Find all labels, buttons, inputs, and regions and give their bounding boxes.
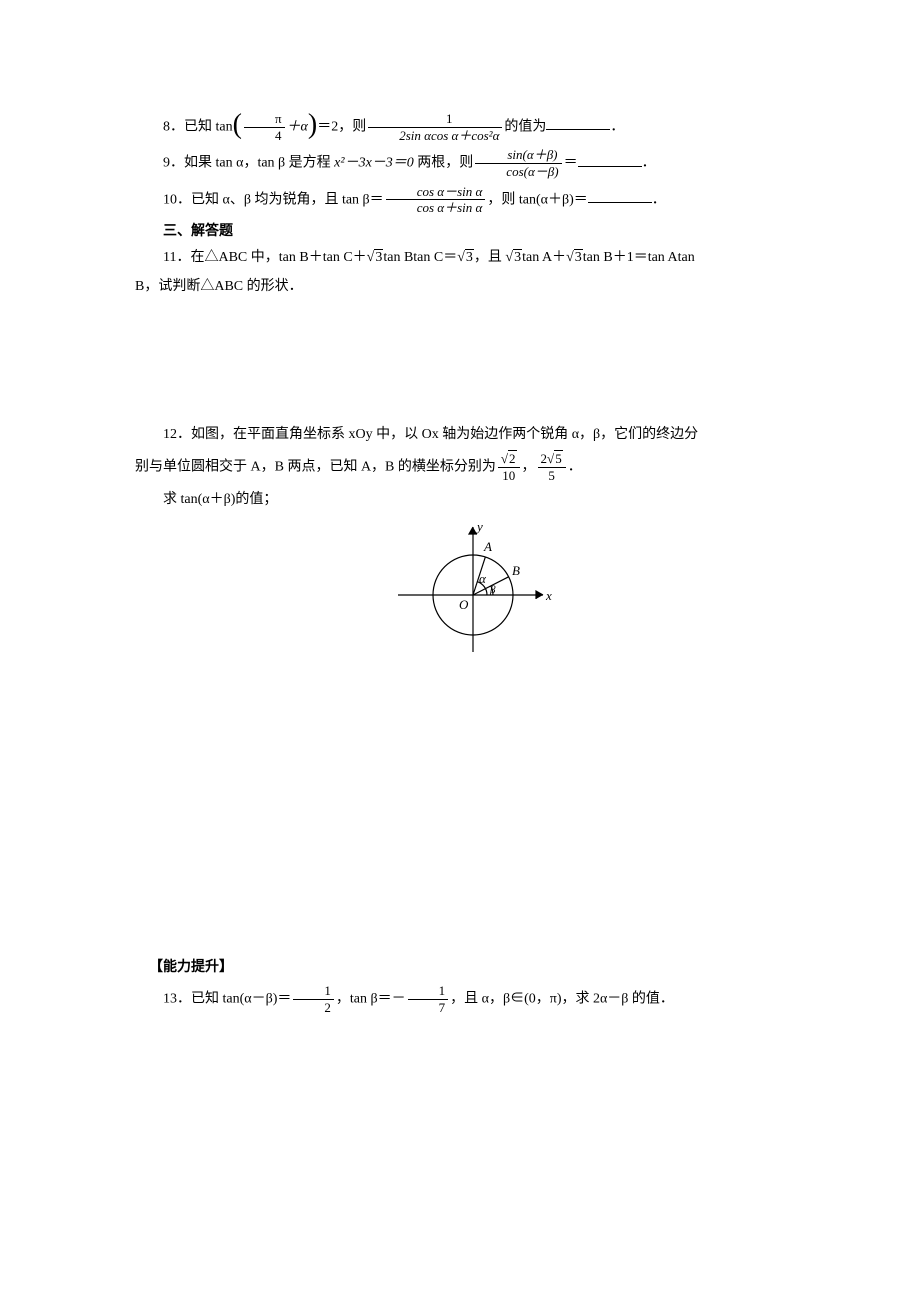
section-3-heading: 三、解答题 <box>135 221 810 243</box>
text: ，则 tan(α＋β)＝ <box>487 192 587 207</box>
text: ． <box>568 460 582 475</box>
text: ．如果 tan α，tan β 是方程 <box>170 156 334 171</box>
frac2: 255 <box>538 452 566 482</box>
den: 7 <box>408 999 449 1015</box>
sqrt5: 5 <box>547 450 563 466</box>
rad: 3 <box>374 249 383 265</box>
suffix: 的值为 <box>504 119 546 134</box>
label-A: A <box>483 539 492 554</box>
rad: 5 <box>554 450 563 466</box>
sqrt3: 3 <box>566 249 583 265</box>
pi-over-4: π4 <box>244 112 285 142</box>
qnum: 13 <box>163 991 177 1006</box>
rad: 3 <box>574 249 583 265</box>
answer-blank[interactable] <box>578 152 642 167</box>
question-11-line2: B，试判断△ABC 的形状． <box>135 276 810 298</box>
answer-blank[interactable] <box>588 188 652 203</box>
period: ． <box>642 156 656 171</box>
rparen-icon: ) <box>308 109 317 140</box>
text: ．如图，在平面直角坐标系 xOy 中，以 Ox 轴为始边作两个锐角 α，β，它们… <box>177 427 698 442</box>
qnum: 10 <box>163 192 177 207</box>
den: 2sin αcos α＋cos²α <box>368 127 502 143</box>
num: 2 <box>498 452 520 467</box>
question-12-line3: 求 tan(α＋β)的值； <box>135 489 810 511</box>
question-12-line2: 别与单位圆相交于 A，B 两点，已知 A，B 的横坐标分别为210，255． <box>135 452 810 482</box>
tan: tan <box>216 119 233 134</box>
label-beta: β <box>489 584 496 596</box>
den: cos α＋sin α <box>386 199 486 215</box>
frac1: 12 <box>293 984 334 1014</box>
text: 两根，则 <box>414 156 474 171</box>
plus-alpha: ＋α <box>287 119 308 134</box>
rad: 2 <box>508 450 517 466</box>
frac: cos α－sin αcos α＋sin α <box>386 185 486 215</box>
period: ． <box>652 192 666 207</box>
text: tan A＋ <box>522 250 566 265</box>
label-x: x <box>545 588 552 603</box>
rad: 3 <box>465 249 474 265</box>
question-10: 10．已知 α、β 均为锐角，且 tan β＝cos α－sin αcos α＋… <box>135 185 810 215</box>
num: 25 <box>538 452 566 467</box>
workspace <box>135 304 810 424</box>
sqrt3: 3 <box>367 249 384 265</box>
qnum: 11 <box>163 250 176 265</box>
eqn: x²－3x－3＝0 <box>334 156 414 171</box>
text: ．已知 <box>170 119 216 134</box>
text: 别与单位圆相交于 A，B 两点，已知 A，B 的横坐标分别为 <box>135 460 496 475</box>
label-B: B <box>512 563 520 578</box>
question-8: 8．已知 tan(π4＋α)＝2，则12sin αcos α＋cos²α的值为 ． <box>135 112 810 142</box>
den: 5 <box>538 467 566 483</box>
question-11-line1: 11．在△ABC 中，tan B＋tan C＋3tan Btan C＝3，且 3… <box>135 247 810 269</box>
num: 1 <box>293 984 334 999</box>
qnum: 8 <box>163 119 170 134</box>
main-frac: 12sin αcos α＋cos²α <box>368 112 502 142</box>
question-13: 13．已知 tan(α－β)＝12，tan β＝－17，且 α，β∈(0，π)，… <box>135 984 810 1014</box>
qnum: 12 <box>163 427 177 442</box>
text: ，且 α，β∈(0，π)，求 2α－β 的值． <box>450 991 674 1006</box>
text: tan B＋1＝tan Atan <box>583 250 695 265</box>
num: sin(α＋β) <box>475 148 561 163</box>
num: cos α－sin α <box>386 185 486 200</box>
unit-circle-figure: A B α β O x y <box>135 517 810 665</box>
den: 2 <box>293 999 334 1015</box>
text: ．已知 α、β 均为锐角，且 tan β＝ <box>177 192 384 207</box>
unit-circle-svg: A B α β O x y <box>383 517 563 657</box>
frac2: 17 <box>408 984 449 1014</box>
sqrt3: 3 <box>505 249 522 265</box>
label-y: y <box>475 519 483 534</box>
ability-heading: 【能力提升】 <box>135 955 810 977</box>
num: 1 <box>368 112 502 127</box>
lparen-icon: ( <box>233 109 242 140</box>
label-O: O <box>459 597 469 612</box>
den: 4 <box>244 127 285 143</box>
text: ．在△ABC 中，tan B＋tan C＋ <box>176 250 366 265</box>
question-9: 9．如果 tan α，tan β 是方程 x²－3x－3＝0 两根，则sin(α… <box>135 148 810 178</box>
answer-blank[interactable] <box>546 115 610 130</box>
question-12-line1: 12．如图，在平面直角坐标系 xOy 中，以 Ox 轴为始边作两个锐角 α，β，… <box>135 424 810 446</box>
frac: sin(α＋β)cos(α－β) <box>475 148 561 178</box>
num: π <box>244 112 285 127</box>
text: ，tan β＝－ <box>336 991 406 1006</box>
text: ，且 <box>474 250 506 265</box>
label-alpha: α <box>479 571 487 586</box>
comma: ， <box>522 460 536 475</box>
page-content: 8．已知 tan(π4＋α)＝2，则12sin αcos α＋cos²α的值为．… <box>0 0 920 1014</box>
text: tan Btan C＝ <box>383 250 457 265</box>
eq2: ＝2，则 <box>317 119 366 134</box>
period: ． <box>610 119 624 134</box>
eq: ＝ <box>564 156 578 171</box>
text: ．已知 tan(α－β)＝ <box>177 991 291 1006</box>
frac1: 210 <box>498 452 520 482</box>
sqrt2: 2 <box>501 450 517 466</box>
den: 10 <box>498 467 520 483</box>
rad: 3 <box>513 249 522 265</box>
den: cos(α－β) <box>475 163 561 179</box>
qnum: 9 <box>163 156 170 171</box>
num: 1 <box>408 984 449 999</box>
sqrt3: 3 <box>457 249 474 265</box>
